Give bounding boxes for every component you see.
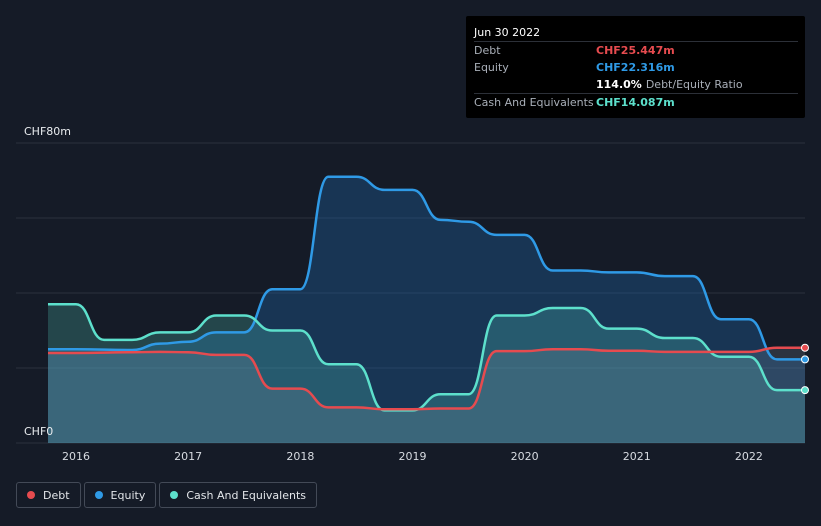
- legend-item-debt[interactable]: Debt: [16, 482, 81, 508]
- tooltip-date: Jun 30 2022: [474, 26, 541, 39]
- series-end-markers: [801, 343, 809, 395]
- tooltip-row-cash: Cash And Equivalents CHF14.087m: [474, 93, 798, 111]
- x-tick-2018: 2018: [286, 450, 314, 463]
- tooltip-ratio-value: 114.0%: [596, 78, 642, 91]
- y-axis-bottom-label: CHF0: [24, 425, 53, 438]
- x-tick-2019: 2019: [398, 450, 426, 463]
- legend-item-equity[interactable]: Equity: [83, 482, 157, 508]
- grid-lines: [16, 142, 805, 444]
- legend-label-cash: Cash And Equivalents: [186, 488, 306, 502]
- x-axis-ticks: 2016 2017 2018 2019 2020 2021 2022: [62, 450, 763, 463]
- legend-dot-cash: [170, 491, 179, 499]
- legend-dot-debt: [27, 491, 35, 499]
- x-tick-2016: 2016: [62, 450, 90, 463]
- chart-legend: Debt Equity Cash And Equivalents: [16, 482, 320, 510]
- tooltip-debt-value: CHF25.447m: [596, 44, 675, 57]
- series-areas: [48, 176, 805, 443]
- tooltip-equity-label: Equity: [474, 61, 509, 74]
- tooltip-ratio-label: Debt/Equity Ratio: [645, 78, 743, 91]
- x-tick-2020: 2020: [511, 450, 539, 463]
- series-lines: [48, 175, 805, 412]
- legend-dot-equity: [94, 491, 103, 499]
- tooltip-cash-value: CHF14.087m: [596, 96, 675, 109]
- area-debt: [48, 347, 805, 443]
- area-equity: [48, 176, 805, 443]
- x-tick-2017: 2017: [174, 450, 202, 463]
- hover-tooltip: Jun 30 2022 Debt CHF25.447m Equity CHF22…: [466, 16, 805, 118]
- line-cash-and-equivalents: [48, 303, 805, 412]
- end-marker-equity: [801, 355, 809, 364]
- tooltip-ratio-spacer: [474, 76, 596, 93]
- end-marker-debt: [801, 343, 809, 352]
- tooltip-row-debt: Debt CHF25.447m: [474, 41, 798, 59]
- x-tick-2022: 2022: [735, 450, 763, 463]
- legend-label-equity: Equity: [110, 488, 146, 502]
- tooltip-debt-label: Debt: [474, 44, 501, 57]
- tooltip-row-ratio: 114.0% Debt/Equity Ratio: [474, 76, 798, 93]
- tooltip-equity-value: CHF22.316m: [596, 61, 675, 74]
- y-axis-top-label: CHF80m: [24, 125, 71, 138]
- legend-label-debt: Debt: [43, 488, 70, 502]
- line-equity: [48, 175, 805, 361]
- legend-item-cash[interactable]: Cash And Equivalents: [159, 482, 317, 508]
- line-debt: [48, 346, 805, 411]
- area-cash-and-equivalents: [48, 304, 805, 443]
- tooltip-row-equity: Equity CHF22.316m: [474, 59, 798, 76]
- debt-equity-chart: CHF80m CHF0 2016 2017 2018 2019 2020 2021 2022: [16, 125, 809, 463]
- end-marker-cash-and-equivalents: [801, 386, 809, 395]
- x-tick-2021: 2021: [623, 450, 651, 463]
- tooltip-cash-label: Cash And Equivalents: [474, 96, 594, 109]
